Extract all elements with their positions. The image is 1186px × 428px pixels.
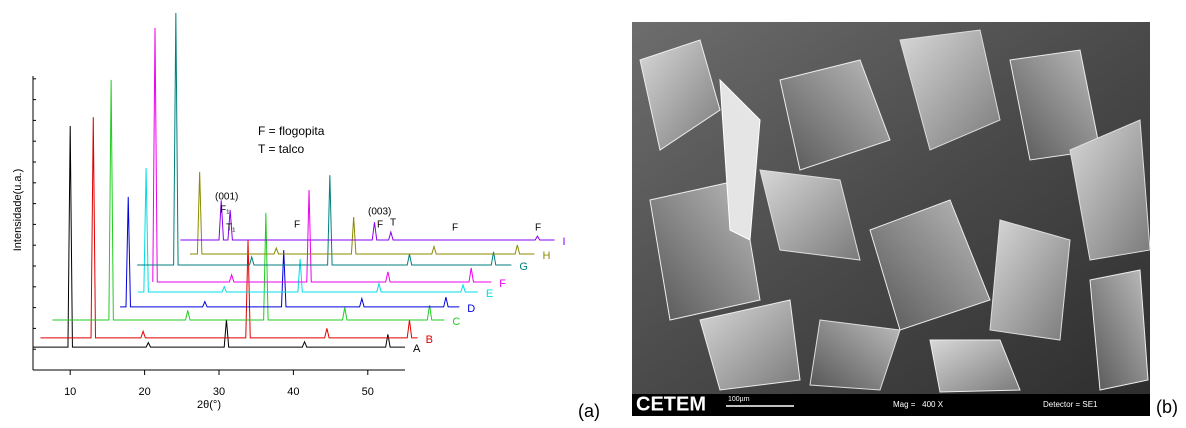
annotation: T [390, 218, 396, 229]
sem-logo: CETEM [636, 393, 706, 415]
magnification: Mag = 400 X [893, 400, 944, 409]
x-tick-label: 50 [362, 386, 374, 398]
series-label: I [563, 236, 566, 248]
annotation: (003) [368, 207, 391, 218]
annotation: F₁ [220, 205, 230, 216]
annotation: F [294, 220, 300, 231]
series-line [190, 172, 534, 254]
x-tick-label: 40 [287, 386, 299, 398]
series-line [153, 28, 492, 282]
scale-bar-label: 100µm [728, 396, 750, 403]
series-line [52, 80, 444, 320]
figure: CETEM 100µm Mag = 400 X Detector = SE1 (… [0, 0, 1186, 423]
x-tick-label: 30 [213, 386, 225, 398]
annotation: F [377, 220, 383, 231]
series-label: F [499, 278, 506, 290]
panel-label: (a) [578, 401, 600, 421]
series-label: C [452, 316, 460, 328]
annotation: F [535, 223, 541, 234]
x-tick-label: 20 [138, 386, 150, 398]
annotation: F [452, 223, 458, 234]
series-label: G [519, 261, 528, 273]
x-axis-label: 2θ(°) [197, 399, 221, 411]
x-tick-label: 10 [64, 386, 76, 398]
series-label: B [426, 334, 433, 346]
panel-label: (b) [1156, 397, 1178, 417]
annotation: T = talco [258, 142, 304, 156]
annotation: (001) [215, 192, 238, 203]
detector: Detector = SE1 [1043, 400, 1098, 409]
annotation: T₁ [226, 223, 236, 234]
annotation: F = flogopita [258, 124, 325, 138]
series-line [120, 197, 459, 307]
series-label: H [542, 250, 550, 262]
series-label: E [486, 288, 493, 300]
y-axis-label: Intensidade(u.a.) [12, 169, 24, 252]
series-label: A [413, 343, 421, 355]
series-label: D [467, 303, 475, 315]
sem-image: CETEM 100µm Mag = 400 X Detector = SE1 [632, 22, 1150, 416]
